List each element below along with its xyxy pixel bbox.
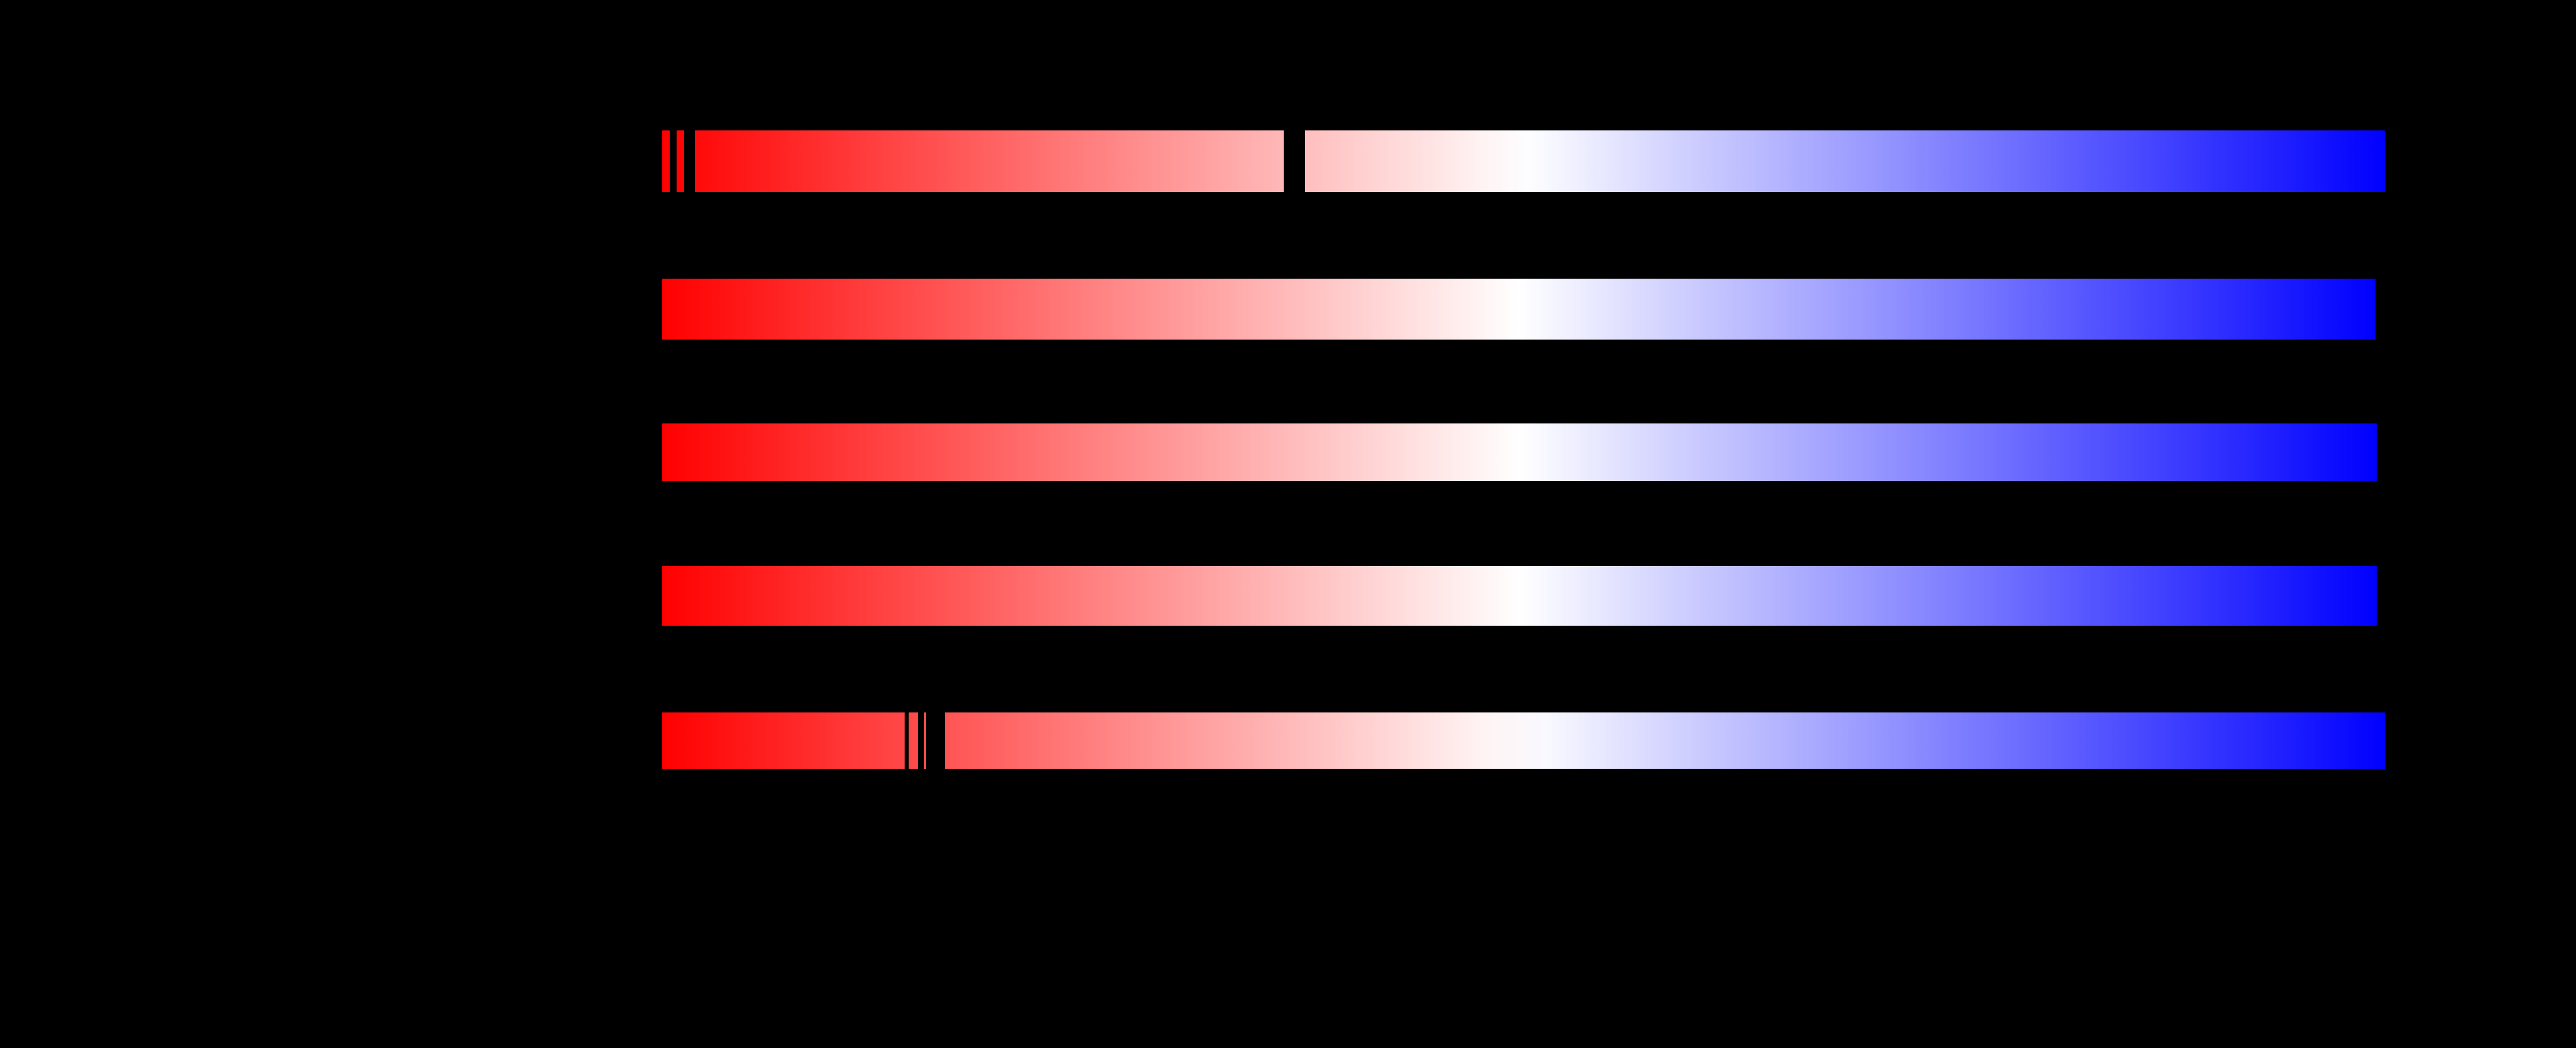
colorbar-row-5 (662, 712, 2385, 769)
colorbar-row-2 (662, 279, 2376, 340)
colorbar-row-1 (662, 130, 2385, 192)
colorbar-segment (1305, 130, 2385, 192)
colorbar-segment (662, 423, 2377, 481)
colorbar-segment (662, 130, 670, 192)
colorbar-segment (677, 130, 684, 192)
colorbar-segment (662, 712, 905, 769)
colorbar-segment (909, 712, 918, 769)
colorbar-row-4 (662, 566, 2377, 626)
colorbar-segment (662, 566, 2377, 626)
colorbar-segment (924, 712, 926, 769)
colorbar-segment (662, 279, 2376, 340)
colorbar-row-3 (662, 423, 2377, 481)
colorbar-segment (695, 130, 1284, 192)
colorbar-segment (945, 712, 2385, 769)
